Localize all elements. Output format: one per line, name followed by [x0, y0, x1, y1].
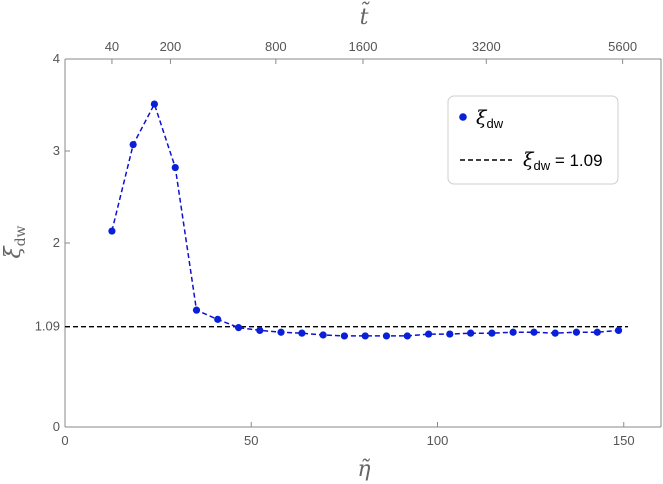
data-point	[234, 324, 243, 332]
top-tick-label: 800	[265, 39, 287, 54]
top-tick-label: 40	[105, 39, 119, 54]
top-axis-title: t̃	[360, 0, 371, 30]
y-axis-title-symbol: ξ	[1, 245, 26, 259]
data-point	[509, 328, 517, 336]
data-point	[488, 329, 496, 337]
x-tick-label: 150	[613, 433, 635, 448]
data-point	[108, 227, 116, 235]
data-point	[150, 100, 158, 108]
data-point	[129, 140, 137, 149]
y-tick-label: 1.09	[35, 319, 60, 334]
data-point	[256, 326, 264, 334]
data-point	[298, 329, 306, 337]
y-tick-label: 2	[53, 235, 60, 250]
legend-label-reference: ξdw = 1.09	[523, 149, 603, 173]
legend-reference-symbol: ξ	[523, 149, 535, 171]
data-point	[340, 332, 348, 340]
legend-series-symbol: ξ	[476, 107, 488, 129]
data-point	[361, 332, 369, 340]
data-point	[530, 328, 538, 336]
data-point	[277, 328, 285, 336]
data-point	[593, 328, 601, 336]
data-point	[572, 328, 581, 336]
x-tick-label: 100	[427, 433, 449, 448]
y-tick-label: 4	[53, 51, 60, 66]
y-axis-title: ξdw	[1, 225, 29, 258]
data-point	[319, 331, 327, 339]
data-point	[551, 329, 559, 337]
legend-box	[447, 95, 619, 185]
top-tick-label: 1600	[349, 39, 378, 54]
data-point	[214, 315, 222, 323]
data-point	[446, 330, 454, 338]
x-axis-title: η̃	[357, 457, 370, 482]
legend-series-subscript: dw	[486, 116, 503, 131]
top-tick-label: 5600	[608, 39, 637, 54]
legend-label-series: ξdw	[476, 107, 504, 131]
legend-marker-point	[459, 113, 467, 121]
y-tick-label: 3	[53, 143, 60, 158]
data-point	[614, 326, 623, 334]
y-tick-label: 0	[53, 419, 60, 434]
legend-reference-value: = 1.09	[550, 151, 602, 170]
top-tick-label: 200	[160, 39, 182, 54]
legend: ξdw ξdw = 1.09	[447, 95, 619, 185]
legend-reference-subscript: dw	[533, 158, 550, 173]
series-points	[108, 100, 623, 340]
tick-layer: 0 50 100 150 0 1.09 2 3 4 40 200 800 1600 3200 5600	[35, 39, 637, 448]
x-tick-label: 50	[244, 433, 258, 448]
y-axis-title-subscript: dw	[13, 225, 29, 246]
data-point	[467, 329, 475, 337]
x-tick-label: 0	[61, 433, 68, 448]
data-point	[192, 306, 201, 314]
data-point	[424, 330, 433, 338]
data-point	[403, 332, 411, 340]
top-tick-label: 3200	[472, 39, 501, 54]
data-point	[382, 332, 391, 340]
data-point	[171, 163, 179, 172]
